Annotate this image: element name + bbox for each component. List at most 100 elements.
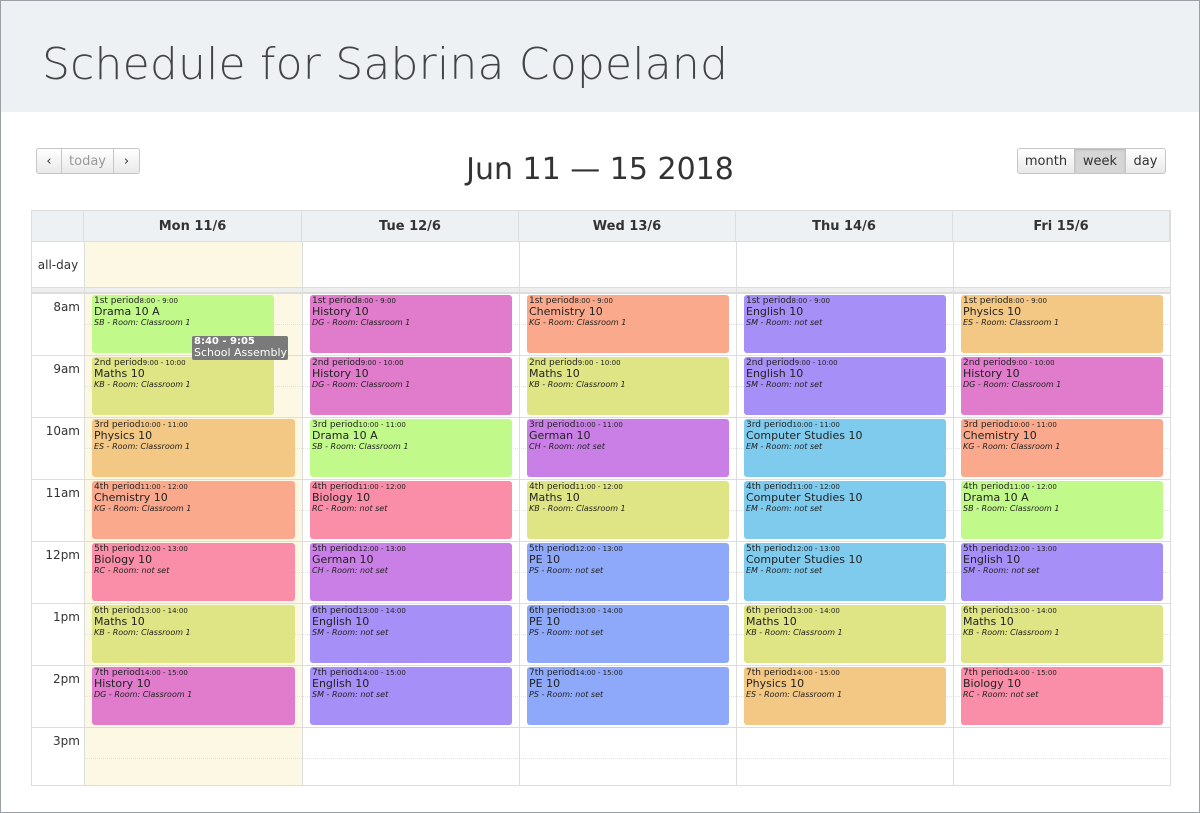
day-header[interactable]: Mon 11/6 xyxy=(84,211,302,242)
event-room: PS - Room: not set xyxy=(529,690,604,699)
event-header: 2nd period9:00 - 10:00 xyxy=(963,358,1162,368)
view-week-button[interactable]: week xyxy=(1075,148,1126,174)
event-card[interactable]: 4th period11:00 - 12:00 Drama 10 A SB - Ro… xyxy=(961,481,1163,539)
event-card[interactable]: 4th period11:00 - 12:00 Biology 10 RC - Ro… xyxy=(310,481,512,539)
event-subject: Chemistry 10 xyxy=(963,429,1037,442)
event-header: 6th period13:00 - 14:00 xyxy=(963,606,1162,616)
event-card[interactable]: 5th period12:00 - 13:00 PE 10 PS - Room: n… xyxy=(527,543,729,601)
chevron-right-icon: › xyxy=(123,153,130,169)
event-card[interactable]: 6th period13:00 - 14:00 Maths 10 KB - Room… xyxy=(744,605,946,663)
event-card[interactable]: 3rd period10:00 - 11:00 Computer Studies … xyxy=(744,419,946,477)
event-period: 2nd period xyxy=(529,358,578,368)
event-card[interactable]: 4th period11:00 - 12:00 Chemistry 10 KG - … xyxy=(92,481,295,539)
time-label: 10am xyxy=(45,424,80,438)
event-header: 6th period13:00 - 14:00 xyxy=(529,606,728,616)
event-card[interactable]: 4th period11:00 - 12:00 Maths 10 KB - Room… xyxy=(527,481,729,539)
event-time: 10:00 - 11:00 xyxy=(140,421,188,429)
event-time: 11:00 - 12:00 xyxy=(140,483,188,491)
event-card[interactable]: 1st period8:00 - 9:00 English 10 SM - Room… xyxy=(744,295,946,353)
event-room: SM - Room: not set xyxy=(746,318,823,327)
today-button[interactable]: today xyxy=(62,148,114,174)
event-card[interactable]: 5th period12:00 - 13:00 Computer Studies … xyxy=(744,543,946,601)
event-period: 4th period xyxy=(94,482,141,492)
event-card[interactable]: 7th period14:00 - 15:00 English 10 SM - Ro… xyxy=(310,667,512,725)
prev-button[interactable]: ‹ xyxy=(36,148,62,174)
event-card[interactable]: 7th period14:00 - 15:00 PE 10 PS - Room: n… xyxy=(527,667,729,725)
event-card[interactable]: 6th period13:00 - 14:00 Maths 10 KB - Room… xyxy=(961,605,1163,663)
event-time: 13:00 - 14:00 xyxy=(358,607,406,615)
column-divider xyxy=(302,242,303,785)
event-card[interactable]: 4th period11:00 - 12:00 Computer Studies … xyxy=(744,481,946,539)
event-card[interactable]: 6th period13:00 - 14:00 PE 10 PS - Room: n… xyxy=(527,605,729,663)
event-header: 7th period14:00 - 15:00 xyxy=(746,668,945,678)
event-time: 11:00 - 12:00 xyxy=(1009,483,1057,491)
hour-gridline xyxy=(32,541,1170,542)
event-card[interactable]: 5th period12:00 - 13:00 English 10 SM - Ro… xyxy=(961,543,1163,601)
event-card[interactable]: 1st period8:00 - 9:00 Chemistry 10 KG - Ro… xyxy=(527,295,729,353)
event-period: 2nd period xyxy=(746,358,795,368)
event-card[interactable]: 7th period14:00 - 15:00 Physics 10 ES - Ro… xyxy=(744,667,946,725)
event-card[interactable]: 6th period13:00 - 14:00 English 10 SM - Ro… xyxy=(310,605,512,663)
event-subject: PE 10 xyxy=(529,553,561,566)
event-subject: Drama 10 A xyxy=(963,491,1029,504)
event-subject: English 10 xyxy=(312,677,370,690)
event-card[interactable]: 2nd period9:00 - 10:00 English 10 SM - Roo… xyxy=(744,357,946,415)
event-room: CH - Room: not set xyxy=(312,566,388,575)
event-card[interactable]: 1st period8:00 - 9:00 Physics 10 ES - Room… xyxy=(961,295,1163,353)
event-time: 14:00 - 15:00 xyxy=(140,669,188,677)
event-card[interactable]: 3rd period10:00 - 11:00 Physics 10 ES - Ro… xyxy=(92,419,295,477)
event-card[interactable]: 5th period12:00 - 13:00 German 10 CH - Roo… xyxy=(310,543,512,601)
next-button[interactable]: › xyxy=(114,148,140,174)
event-period: 5th period xyxy=(963,544,1010,554)
event-time: 14:00 - 15:00 xyxy=(1009,669,1057,677)
day-header[interactable]: Fri 15/6 xyxy=(953,211,1170,242)
event-subject: Biology 10 xyxy=(312,491,371,504)
event-card[interactable]: 3rd period10:00 - 11:00 German 10 CH - Roo… xyxy=(527,419,729,477)
assembly-title: School Assembly xyxy=(194,346,288,359)
event-subject: English 10 xyxy=(746,305,804,318)
nav-button-group: ‹ today › xyxy=(36,148,140,174)
event-subject: Maths 10 xyxy=(529,491,580,504)
event-time: 10:00 - 11:00 xyxy=(358,421,406,429)
view-month-button[interactable]: month xyxy=(1017,148,1075,174)
event-room: ES - Room: Classroom 1 xyxy=(746,690,843,699)
event-room: SB - Room: Classroom 1 xyxy=(94,318,191,327)
event-room: KB - Room: Classroom 1 xyxy=(94,380,191,389)
event-card[interactable]: 7th period14:00 - 15:00 History 10 DG - Ro… xyxy=(92,667,295,725)
event-card[interactable]: 3rd period10:00 - 11:00 Drama 10 A SB - Ro… xyxy=(310,419,512,477)
event-room: DG - Room: Classroom 1 xyxy=(94,690,193,699)
event-room: SM - Room: not set xyxy=(963,566,1040,575)
day-header[interactable]: Wed 13/6 xyxy=(519,211,736,242)
event-subject: Drama 10 A xyxy=(94,305,160,318)
view-day-button[interactable]: day xyxy=(1126,148,1166,174)
event-room: DG - Room: Classroom 1 xyxy=(963,380,1062,389)
event-card[interactable]: 2nd period9:00 - 10:00 Maths 10 KB - Room:… xyxy=(92,357,274,415)
event-header: 3rd period10:00 - 11:00 xyxy=(312,420,511,430)
event-card[interactable]: 5th period12:00 - 13:00 Biology 10 RC - Ro… xyxy=(92,543,295,601)
event-period: 5th period xyxy=(94,544,141,554)
event-time: 12:00 - 13:00 xyxy=(792,545,840,553)
event-card[interactable]: 1st period8:00 - 9:00 History 10 DG - Room… xyxy=(310,295,512,353)
event-card[interactable]: 2nd period9:00 - 10:00 Maths 10 KB - Room:… xyxy=(527,357,729,415)
event-room: KB - Room: Classroom 1 xyxy=(529,504,626,513)
event-period: 3rd period xyxy=(94,420,141,430)
event-period: 1st period xyxy=(94,296,140,306)
event-room: PS - Room: not set xyxy=(529,628,604,637)
column-divider xyxy=(736,242,737,785)
page-header: Schedule for Sabrina Copeland xyxy=(1,1,1199,112)
event-subject: Chemistry 10 xyxy=(529,305,603,318)
event-card[interactable]: 2nd period9:00 - 10:00 History 10 DG - Roo… xyxy=(961,357,1163,415)
day-header[interactable]: Thu 14/6 xyxy=(736,211,953,242)
assembly-event[interactable]: 8:40 - 9:05 School Assembly xyxy=(192,336,288,360)
event-header: 3rd period10:00 - 11:00 xyxy=(746,420,945,430)
event-card[interactable]: 6th period13:00 - 14:00 Maths 10 KB - Room… xyxy=(92,605,295,663)
event-card[interactable]: 3rd period10:00 - 11:00 Chemistry 10 KG - … xyxy=(961,419,1163,477)
hour-gridline xyxy=(32,293,1170,294)
event-subject: Biology 10 xyxy=(963,677,1022,690)
event-room: SB - Room: Classroom 1 xyxy=(312,442,409,451)
time-label: 2pm xyxy=(53,672,80,686)
event-card[interactable]: 2nd period9:00 - 10:00 History 10 DG - Roo… xyxy=(310,357,512,415)
event-card[interactable]: 7th period14:00 - 15:00 Biology 10 RC - Ro… xyxy=(961,667,1163,725)
day-header[interactable]: Tue 12/6 xyxy=(302,211,519,242)
date-range-title: Jun 11 — 15 2018 xyxy=(466,152,734,187)
